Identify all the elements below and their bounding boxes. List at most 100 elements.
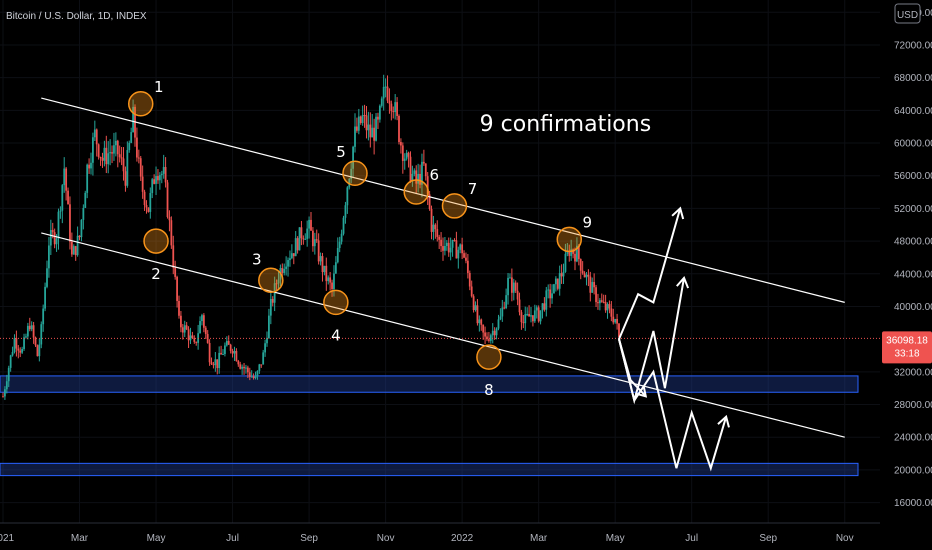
y-tick-label: 20000.00 xyxy=(894,465,932,476)
candle-body xyxy=(568,250,571,256)
candle-body xyxy=(331,282,333,290)
candle-body xyxy=(497,319,500,329)
x-axis[interactable]: 2021 Mar May Jul Sep Nov 2022 Mar May Jul Sep Nov xyxy=(0,533,854,544)
x-tick-label: May xyxy=(147,533,166,544)
candle-body xyxy=(28,325,31,330)
candle-body xyxy=(424,163,427,177)
candle-body xyxy=(69,204,71,242)
candle-body xyxy=(103,147,106,161)
candle-body xyxy=(422,161,425,164)
candle-body xyxy=(107,153,110,165)
currency-badge[interactable]: USD xyxy=(894,3,921,24)
candle-body xyxy=(137,157,140,159)
candle-body xyxy=(281,268,284,273)
candle-body xyxy=(338,241,341,248)
candle-body xyxy=(354,126,356,147)
candle-body xyxy=(67,190,69,205)
confirmation-circle xyxy=(127,91,154,117)
candle-body xyxy=(357,116,360,131)
candle-body xyxy=(139,158,142,177)
candle-body xyxy=(510,277,513,293)
candle-body xyxy=(313,239,316,247)
candle-body xyxy=(593,282,596,288)
candle-body xyxy=(417,173,420,184)
candle-body xyxy=(369,124,372,138)
candle-body xyxy=(505,295,508,309)
candle-body xyxy=(176,276,178,301)
candle-body xyxy=(218,352,221,369)
price-scale-bg[interactable] xyxy=(880,0,932,523)
candle-body xyxy=(413,170,416,174)
candle-body xyxy=(560,273,563,277)
candle-body xyxy=(577,245,580,260)
candle-body xyxy=(344,205,347,218)
candle-body xyxy=(92,137,94,163)
candle-body xyxy=(86,164,89,193)
projection-arrowhead xyxy=(717,414,730,428)
candle-body xyxy=(520,312,523,323)
candle-body xyxy=(518,299,521,313)
candle-body xyxy=(49,229,52,246)
currency-badge-label: USD xyxy=(897,10,918,21)
candle-body xyxy=(470,286,473,297)
candle-body xyxy=(149,193,152,212)
candle-body xyxy=(185,325,188,330)
candle-body xyxy=(451,240,454,248)
candle-body xyxy=(480,319,483,325)
price-tag-countdown: 33:18 xyxy=(894,348,919,359)
y-tick-label: 40000.00 xyxy=(894,302,932,313)
candle-body xyxy=(277,279,280,284)
candle-body xyxy=(317,240,320,262)
candle-body xyxy=(122,158,125,172)
candle-body xyxy=(340,233,343,242)
candle-body xyxy=(382,86,385,99)
y-tick-label: 44000.00 xyxy=(894,269,932,280)
candle-body xyxy=(507,277,509,296)
y-tick-label: 72000.00 xyxy=(894,40,932,51)
candle-body xyxy=(273,283,276,303)
candle-body xyxy=(158,175,161,181)
candle-body xyxy=(201,315,203,322)
candle-body xyxy=(310,219,312,231)
candle-body xyxy=(585,274,588,278)
candle-body xyxy=(438,236,441,240)
candle-body xyxy=(82,207,85,220)
candle-body xyxy=(93,129,96,138)
candle-body xyxy=(55,238,58,245)
candle-body xyxy=(428,194,431,209)
channel-lines xyxy=(41,97,845,438)
candle-body xyxy=(421,161,423,185)
candle-body xyxy=(252,376,255,378)
confirmation-label: 8 xyxy=(484,381,494,399)
candle-body xyxy=(411,173,414,182)
candle-body xyxy=(268,315,270,339)
x-tick-label: Sep xyxy=(300,533,318,544)
time-scale-bg[interactable] xyxy=(0,523,880,550)
candle-body xyxy=(183,325,186,333)
price-tag: 36098.18 33:18 xyxy=(882,331,932,364)
candle-body xyxy=(512,282,515,293)
candle-body xyxy=(170,220,173,246)
candle-body xyxy=(556,278,559,289)
candle-body xyxy=(19,350,22,353)
candle-body xyxy=(403,158,406,161)
candle-body xyxy=(447,242,450,253)
candle-body xyxy=(72,246,75,255)
candle-body xyxy=(342,217,345,234)
candle-body xyxy=(59,210,62,212)
candle-body xyxy=(26,325,29,337)
candle-body xyxy=(34,337,37,346)
candle-body xyxy=(151,179,154,194)
candle-body xyxy=(61,185,64,211)
candle-body xyxy=(558,273,561,289)
candle-body xyxy=(164,167,167,183)
support-zone xyxy=(0,462,859,477)
candle-body xyxy=(130,132,133,143)
candle-body xyxy=(373,127,376,141)
annotations: 9 confirmations xyxy=(480,112,652,137)
candle-body xyxy=(514,282,517,291)
candle-body xyxy=(551,293,553,299)
candle-body xyxy=(583,273,586,278)
candle-body xyxy=(608,304,611,309)
candle-body xyxy=(434,224,437,230)
